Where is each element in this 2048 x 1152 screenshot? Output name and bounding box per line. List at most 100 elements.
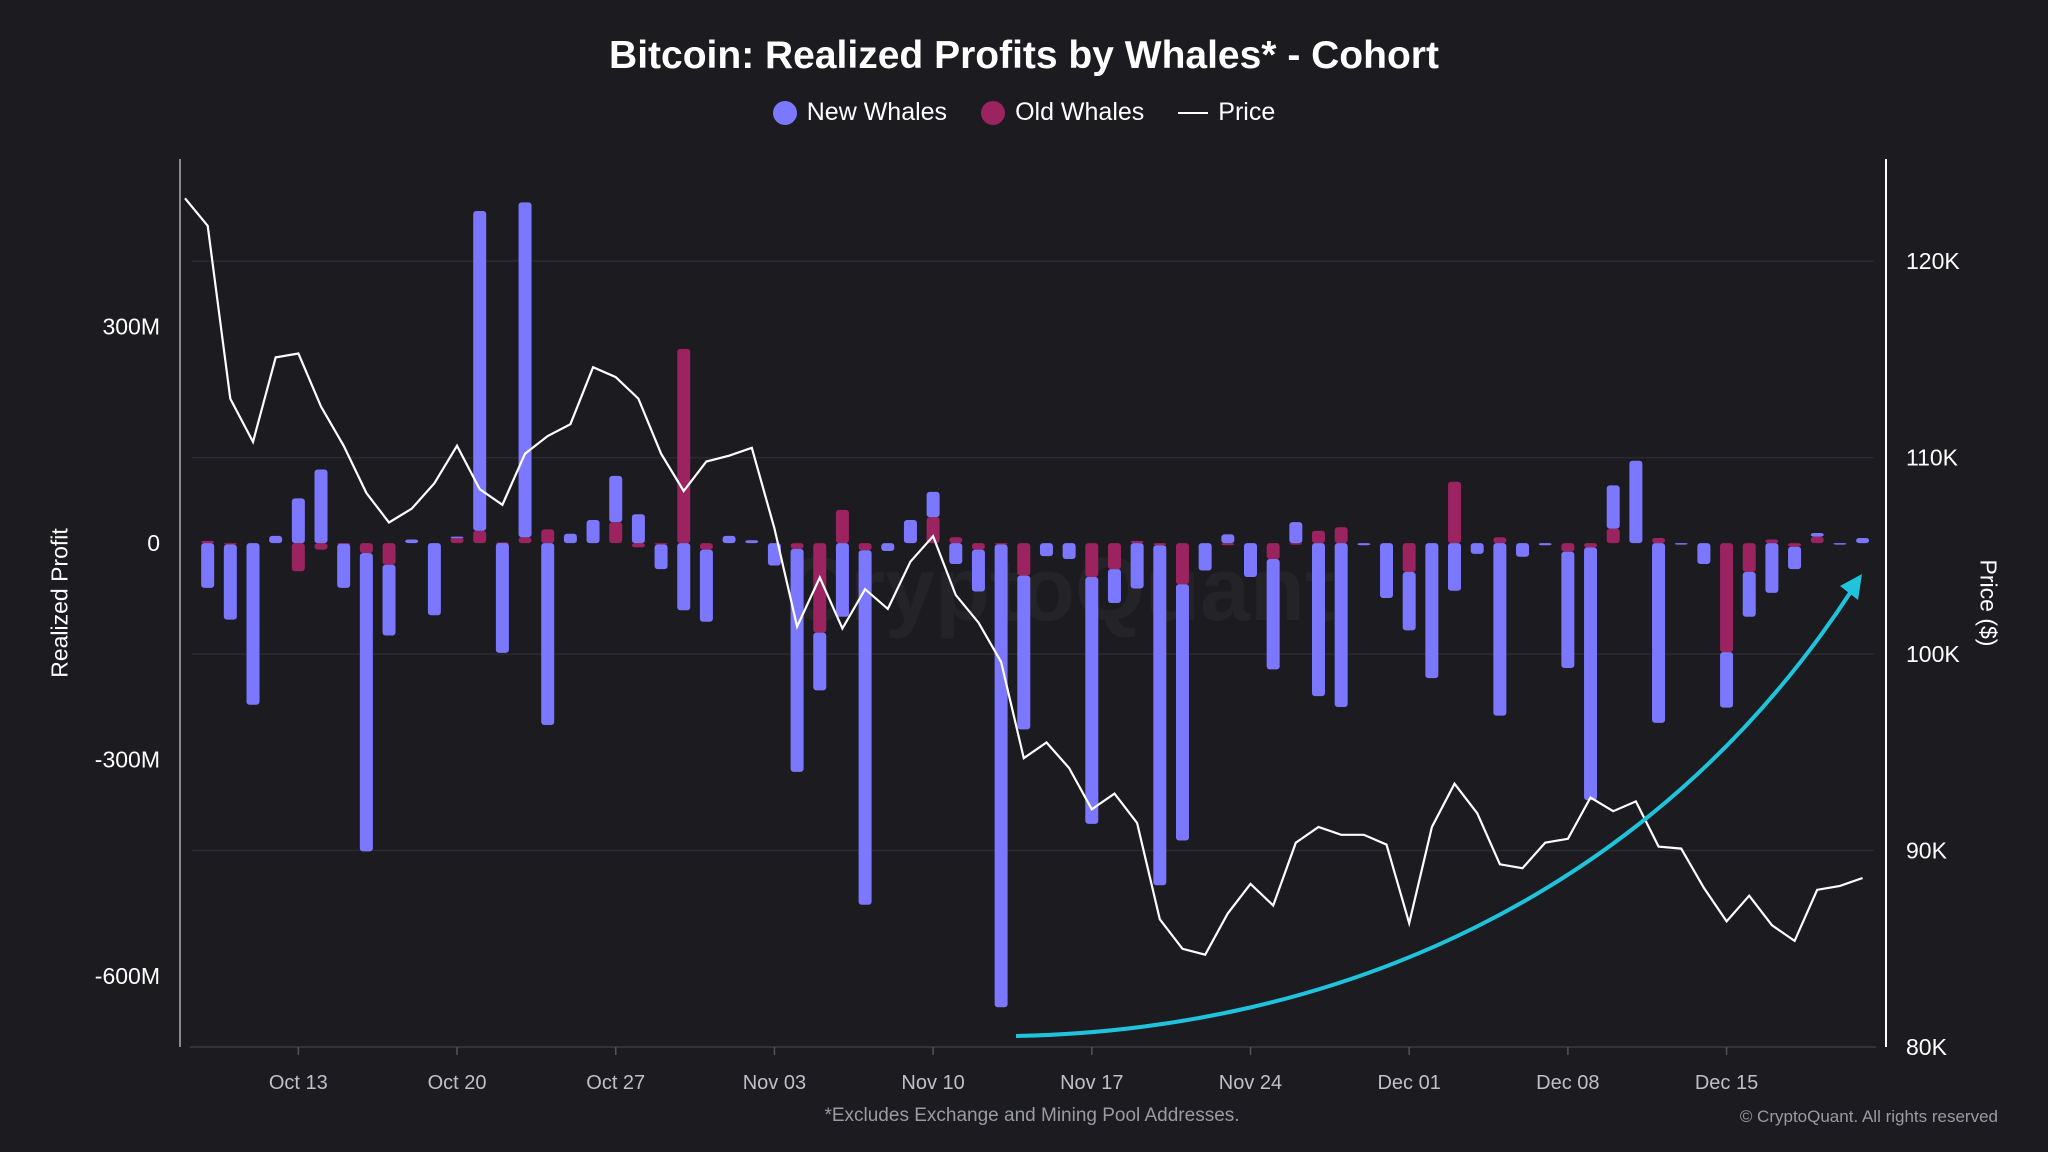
old-whales-marker-icon [981, 100, 1006, 125]
new-whales-bar [994, 544, 1008, 1008]
old-whales-bar [1266, 543, 1280, 559]
old-whales-bar [1720, 543, 1734, 653]
new-whales-bar [518, 202, 532, 538]
old-whales-bar [1402, 543, 1416, 572]
new-whales-bar [1334, 543, 1348, 707]
new-whales-bar [1765, 543, 1779, 593]
old-whales-bar [518, 537, 532, 544]
new-whales-bar [835, 543, 849, 617]
old-whales-bar [790, 543, 804, 549]
old-whales-bar [359, 543, 373, 554]
new-whales-bar [201, 543, 215, 588]
old-whales-bar [994, 543, 1008, 545]
old-whales-bar [926, 517, 940, 544]
new-whales-bar [1584, 547, 1598, 801]
old-whales-bar [1289, 543, 1303, 545]
y-right-tick-label: 90K [1906, 838, 1948, 864]
new-whales-bar [1606, 485, 1620, 529]
copyright: © CryptoQuant. All rights reserved [1739, 1107, 1998, 1126]
x-tick-label: Nov 10 [901, 1072, 964, 1094]
old-whales-bar [450, 537, 464, 544]
old-whales-bar [473, 530, 487, 544]
new-whales-bar [495, 543, 509, 653]
old-whales-bar [1153, 543, 1167, 546]
old-whales-bar [1606, 528, 1620, 544]
old-whales-bar [631, 543, 645, 548]
legend-item-old-whales[interactable]: Old Whales [981, 98, 1144, 127]
x-tick-label: Nov 17 [1060, 1072, 1123, 1094]
old-whales-bar [1221, 543, 1235, 546]
old-whales-bar [1652, 538, 1666, 544]
y-tick-label: 300M [102, 313, 160, 339]
new-whales-bar [745, 540, 759, 544]
new-whales-bar [1062, 543, 1076, 559]
price-line-marker-icon [1178, 111, 1209, 114]
new-whales-bar [1470, 543, 1484, 554]
old-whales-bar [609, 522, 623, 544]
legend-item-price[interactable]: Price [1178, 98, 1275, 127]
new-whales-bar [1017, 575, 1031, 730]
new-whales-bar [314, 469, 328, 544]
new-whales-bar [473, 210, 487, 531]
x-tick-label: Oct 13 [269, 1072, 328, 1094]
new-whales-bar [541, 543, 555, 726]
old-whales-bar [314, 543, 328, 550]
new-whales-bar [1493, 543, 1507, 716]
new-whales-bar [677, 543, 691, 611]
old-whales-bar [1175, 543, 1189, 585]
old-whales-bar [1312, 530, 1325, 544]
new-whales-bar [1856, 538, 1870, 544]
x-tick-label: Dec 08 [1536, 1072, 1599, 1094]
new-whales-bar [1674, 543, 1688, 545]
new-whales-bar [1357, 543, 1371, 546]
new-whales-bar [1153, 545, 1167, 886]
old-whales-bar [1561, 543, 1575, 552]
old-whales-bar [1584, 543, 1598, 548]
new-whales-bar [767, 543, 781, 566]
x-tick-label: Nov 24 [1219, 1072, 1282, 1094]
new-whales-bar [1833, 543, 1847, 545]
chart-title: Bitcoin: Realized Profits by Whales* - C… [609, 34, 1439, 77]
new-whales-bar [631, 514, 645, 544]
y-tick-label: 0 [147, 530, 160, 556]
legend-label: Price [1218, 98, 1276, 126]
new-whales-bar [1697, 543, 1711, 565]
price-line [184, 197, 1863, 956]
new-whales-bar [563, 533, 577, 544]
new-whales-bar [291, 498, 305, 544]
new-whales-bar [405, 539, 419, 544]
new-whales-bar [1448, 543, 1462, 591]
legend: New Whales Old Whales Price [0, 98, 2048, 127]
legend-label: New Whales [806, 98, 948, 126]
y-right-tick-label: 100K [1906, 641, 1960, 667]
y-axis-left-label: Realized Profit [46, 528, 73, 678]
legend-item-new-whales[interactable]: New Whales [772, 98, 948, 127]
y-axis-right-label: Price ($) [1975, 559, 2002, 647]
new-whales-bar [1629, 460, 1643, 544]
old-whales-bar [1765, 539, 1779, 544]
old-whales-bar [1334, 527, 1348, 544]
new-whales-bar [1198, 543, 1212, 571]
legend-label: Old Whales [1015, 98, 1145, 126]
new-whales-bar [1107, 569, 1121, 603]
new-whales-bar [269, 535, 283, 544]
old-whales-bar [1107, 543, 1121, 570]
old-whales-bar [291, 543, 305, 572]
x-tick-label: Dec 01 [1377, 1072, 1440, 1094]
new-whales-bar [450, 536, 464, 539]
trend-arrow [1015, 588, 1854, 1038]
new-whales-bar [609, 475, 623, 523]
old-whales-bar [813, 543, 827, 633]
new-whales-bar [1085, 577, 1099, 824]
new-whales-bar [1039, 543, 1053, 557]
new-whales-bar [926, 491, 940, 518]
footnote: *Excludes Exchange and Mining Pool Addre… [824, 1105, 1240, 1126]
x-tick-label: Nov 03 [743, 1072, 806, 1094]
old-whales-bar [1742, 543, 1756, 572]
new-whales-bar [337, 543, 351, 588]
new-whales-bar [881, 543, 895, 552]
y-tick-label: -300M [95, 747, 160, 773]
old-whales-bar [382, 543, 396, 565]
old-whales-bar [1493, 537, 1507, 544]
